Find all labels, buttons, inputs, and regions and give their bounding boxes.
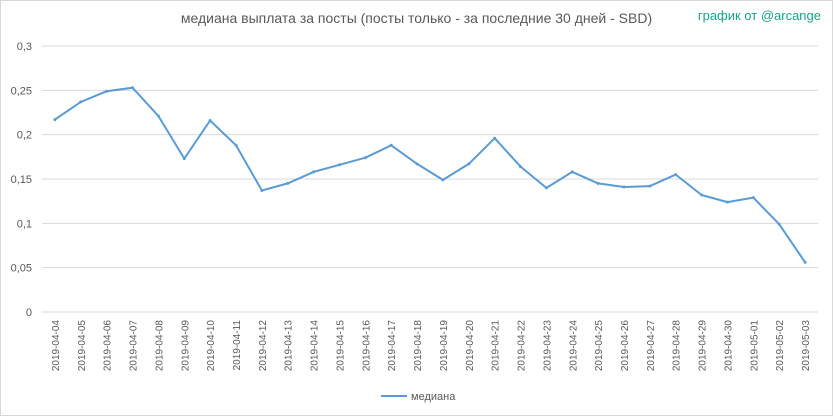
x-tick-label: 2019-04-06 <box>103 320 114 372</box>
data-point <box>105 89 109 93</box>
x-tick-label: 2019-04-09 <box>180 320 191 372</box>
x-tick-label: 2019-04-10 <box>206 320 217 372</box>
data-point <box>493 136 497 140</box>
data-point <box>286 181 290 185</box>
x-tick-label: 2019-04-15 <box>335 320 346 372</box>
data-point <box>803 260 807 264</box>
x-tick-label: 2019-04-30 <box>723 320 734 372</box>
data-point <box>751 196 755 200</box>
data-point <box>441 178 445 182</box>
x-tick-label: 2019-04-13 <box>284 320 295 372</box>
gridlines <box>42 45 818 269</box>
data-point <box>700 193 704 197</box>
data-point <box>260 189 264 192</box>
x-tick-label: 2019-04-20 <box>465 320 476 372</box>
x-tick-label: 2019-04-05 <box>77 320 88 372</box>
data-point <box>156 114 160 118</box>
chart-credit: график от @arcange <box>697 8 821 23</box>
y-tick-label: 0,2 <box>17 130 32 142</box>
y-tick-label: 0,05 <box>11 263 32 275</box>
x-tick-label: 2019-04-19 <box>439 320 450 372</box>
y-tick-label: 0,25 <box>11 85 32 97</box>
data-point <box>182 157 186 161</box>
x-tick-label: 2019-04-29 <box>698 320 709 372</box>
data-point <box>363 156 367 160</box>
data-point <box>389 143 393 147</box>
y-axis-ticks: 0 0,05 0,1 0,15 0,2 0,25 0,3 <box>11 41 32 319</box>
data-point <box>648 184 652 188</box>
y-tick-label: 0,3 <box>17 41 32 53</box>
data-point <box>544 186 548 190</box>
data-point <box>570 170 574 174</box>
x-tick-label: 2019-05-03 <box>801 320 812 372</box>
x-tick-label: 2019-04-08 <box>154 320 165 372</box>
x-tick-label: 2019-04-07 <box>129 320 140 372</box>
data-point <box>777 222 781 226</box>
x-axis-ticks: 2019-04-04 2019-04-05 2019-04-06 2019-04-07… <box>51 320 812 372</box>
data-point <box>79 100 83 104</box>
data-point <box>519 165 522 169</box>
x-tick-label: 2019-04-23 <box>542 320 553 372</box>
x-tick-label: 2019-05-01 <box>749 320 760 372</box>
data-point <box>338 163 341 167</box>
x-tick-label: 2019-04-04 <box>51 320 62 372</box>
x-tick-label: 2019-04-12 <box>258 320 269 372</box>
x-tick-label: 2019-04-17 <box>387 320 398 372</box>
y-tick-label: 0,1 <box>17 218 32 230</box>
x-tick-label: 2019-04-21 <box>491 320 502 372</box>
data-point <box>674 173 678 177</box>
series-line-mediana <box>54 86 806 263</box>
x-tick-label: 2019-05-02 <box>775 320 786 372</box>
data-point <box>53 118 57 122</box>
x-tick-label: 2019-04-24 <box>568 320 579 372</box>
data-point <box>234 143 238 147</box>
x-tick-label: 2019-04-28 <box>672 320 683 372</box>
x-tick-label: 2019-04-27 <box>646 320 657 372</box>
legend-label-mediana: медиана <box>411 391 456 403</box>
x-tick-label: 2019-04-18 <box>413 320 424 372</box>
x-tick-label: 2019-04-16 <box>361 320 372 372</box>
x-tick-label: 2019-04-11 <box>232 320 243 371</box>
data-point <box>131 86 134 90</box>
data-point <box>596 181 600 185</box>
chart-title: медиана выплата за посты (посты только -… <box>180 10 653 26</box>
x-tick-label: 2019-04-25 <box>594 320 605 372</box>
x-tick-label: 2019-04-26 <box>620 320 631 372</box>
x-tick-label: 2019-04-22 <box>517 320 528 372</box>
data-point <box>726 200 729 204</box>
y-tick-label: 0,15 <box>11 174 32 186</box>
series-group <box>53 86 807 264</box>
data-point <box>208 119 212 122</box>
legend: медиана <box>381 391 456 403</box>
data-point <box>415 162 419 166</box>
data-point <box>622 185 626 189</box>
data-point <box>467 162 471 166</box>
x-tick-label: 2019-04-14 <box>310 320 321 372</box>
data-point <box>312 170 316 174</box>
y-tick-label: 0 <box>26 307 32 319</box>
